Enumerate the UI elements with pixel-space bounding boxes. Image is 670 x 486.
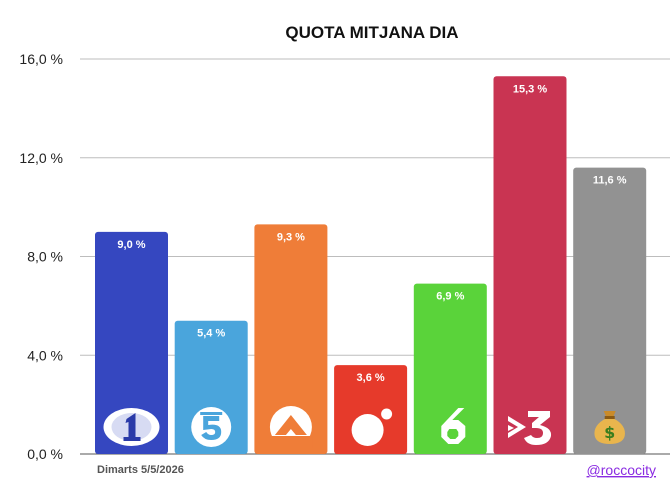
data-label: 15,3 % (513, 83, 547, 95)
y-tick-label: 8,0 % (27, 249, 63, 265)
y-tick-label: 16,0 % (19, 51, 63, 67)
channel-icons: $ (103, 406, 625, 448)
svg-text:$: $ (604, 423, 615, 442)
data-label: 3,6 % (357, 372, 385, 384)
data-label: 11,6 % (593, 175, 627, 187)
bar (413, 283, 487, 454)
bar (95, 231, 168, 454)
la1-logo-icon (103, 408, 160, 446)
footer-handle[interactable]: @roccocity (587, 462, 656, 478)
bar (254, 224, 328, 454)
y-axis-ticks: 0,0 % 4,0 % 8,0 % 12,0 % 16,0 % (19, 51, 63, 462)
lasexta-logo-icon (441, 408, 466, 444)
tv3-logo-icon (508, 411, 552, 445)
data-label: 5,4 % (197, 328, 225, 340)
telecinco-logo-icon (191, 407, 232, 447)
cuatro-logo-icon (351, 408, 393, 446)
y-tick-label: 4,0 % (27, 347, 63, 363)
bar (573, 167, 647, 454)
data-label: 6,9 % (436, 291, 464, 303)
data-labels: 9,0 % 5,4 % 9,3 % 3,6 % 6,9 % 15,3 % 11,6 % (117, 83, 626, 384)
y-tick-label: 12,0 % (19, 150, 63, 166)
bar (493, 76, 567, 454)
y-tick-label: 0,0 % (27, 446, 63, 462)
data-label: 9,0 % (117, 239, 145, 251)
money-bag-icon: $ (594, 411, 625, 444)
antena3-logo-icon (268, 406, 313, 448)
data-label: 9,3 % (277, 231, 305, 243)
footer-date: Dimarts 5/5/2026 (97, 464, 184, 476)
chart-title: QUOTA MITJANA DIA (285, 23, 458, 42)
